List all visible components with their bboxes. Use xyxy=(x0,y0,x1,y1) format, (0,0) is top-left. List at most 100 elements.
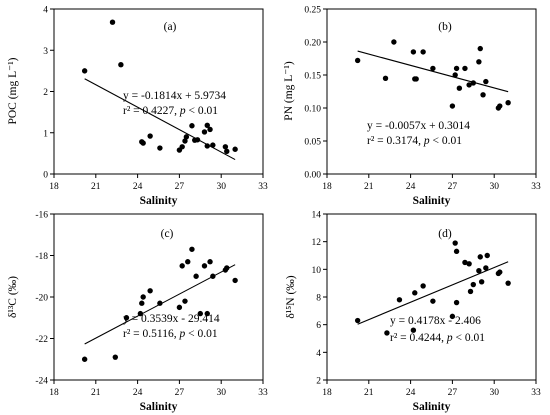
y-tick-label: 0.25 xyxy=(304,6,321,16)
x-axis-label: Salinity xyxy=(140,401,178,413)
data-point xyxy=(476,268,482,274)
data-point xyxy=(193,273,199,279)
x-tick-label: 21 xyxy=(364,182,374,192)
x-tick-label: 18 xyxy=(322,388,332,398)
data-point xyxy=(477,45,483,52)
x-tick-label: 33 xyxy=(258,388,268,398)
data-point xyxy=(466,261,472,267)
data-point xyxy=(410,327,417,333)
data-point xyxy=(456,85,463,91)
x-axis-label: Salinity xyxy=(140,195,178,207)
data-point xyxy=(109,19,116,25)
y-tick-label: 0.00 xyxy=(304,171,321,181)
data-point xyxy=(505,100,511,106)
data-point xyxy=(197,310,203,317)
data-point xyxy=(157,145,163,151)
regression-equation: y = 0.4178x - 2.406 xyxy=(390,315,481,327)
x-tick-label: 18 xyxy=(322,182,332,192)
x-tick-label: 27 xyxy=(175,388,185,398)
panel-c: 18 21 24 27 30 33 -24 -22 -20 -18 -16 Salinity δ¹³C … xyxy=(7,211,268,414)
x-tick-label: 30 xyxy=(216,182,226,192)
r-squared-annotation: r² = 0.4244, p < 0.01 xyxy=(390,332,485,344)
x-tick-label: 24 xyxy=(133,388,143,398)
data-point xyxy=(140,140,146,146)
data-point xyxy=(476,59,482,65)
data-point xyxy=(210,273,216,279)
data-point xyxy=(452,240,458,246)
data-point xyxy=(477,254,483,260)
y-tick-label: 0.20 xyxy=(304,39,321,49)
panel-label: (c) xyxy=(161,228,174,240)
panel-b: 18 21 24 27 30 33 0.00 0.05 0.10 0.15 0.20 0.25 Sali… xyxy=(283,6,541,208)
data-point xyxy=(354,317,361,324)
data-point xyxy=(224,265,230,271)
r-squared-annotation: r² = 0.4227, p < 0.01 xyxy=(123,105,218,117)
x-tick-label: 18 xyxy=(49,182,59,192)
plot-frame xyxy=(326,213,537,381)
data-point xyxy=(410,49,417,55)
data-point xyxy=(420,283,426,289)
x-tick-label: 30 xyxy=(489,182,499,192)
y-tick-label: 1 xyxy=(43,129,48,139)
y-axis-label: δ¹⁵N (‰) xyxy=(285,275,297,318)
data-point xyxy=(222,144,229,150)
y-tick-label: 6 xyxy=(316,321,321,331)
data-point xyxy=(140,294,146,300)
data-point xyxy=(210,142,216,148)
regression-line xyxy=(84,78,236,161)
y-tick-label: 2 xyxy=(316,377,321,387)
data-point xyxy=(147,133,153,139)
data-point xyxy=(453,248,460,255)
x-axis-label: Salinity xyxy=(413,401,451,413)
regression-equation: y = 0.3539x - 29.414 xyxy=(123,313,220,325)
data-point xyxy=(139,300,145,306)
data-point xyxy=(391,39,397,45)
data-point xyxy=(452,72,458,78)
plot-frame xyxy=(326,8,537,175)
data-point xyxy=(497,269,503,275)
y-tick-label: -24 xyxy=(35,377,48,387)
y-axis-label: POC (mg L⁻¹) xyxy=(7,57,19,124)
data-point xyxy=(449,313,456,320)
plot-frame xyxy=(53,213,264,381)
y-tick-label: 0.15 xyxy=(304,72,321,82)
data-point xyxy=(466,82,472,88)
x-tick-label: 24 xyxy=(406,182,416,192)
data-point xyxy=(483,265,489,271)
data-point xyxy=(194,137,201,143)
regression-equation: y = -0.0057x + 0.3014 xyxy=(367,120,470,132)
data-point xyxy=(467,288,474,295)
data-point xyxy=(207,259,213,265)
data-point xyxy=(396,297,403,303)
y-tick-label: -18 xyxy=(35,252,48,262)
data-point xyxy=(201,129,208,135)
panel-a: 18 21 24 27 30 33 0 1 2 3 4 Salinity POC (mg L⁻¹) (a)… xyxy=(7,6,268,208)
data-point xyxy=(176,304,183,311)
data-point xyxy=(157,300,163,306)
y-tick-label: 4 xyxy=(316,349,321,359)
y-tick-label: -16 xyxy=(35,211,48,221)
data-point xyxy=(354,57,361,64)
y-tick-label: 3 xyxy=(43,47,48,57)
data-point xyxy=(179,263,185,269)
regression-line xyxy=(357,261,509,325)
x-tick-label: 27 xyxy=(448,182,458,192)
data-point xyxy=(462,259,468,266)
data-point xyxy=(224,148,230,155)
x-tick-label: 27 xyxy=(175,182,185,192)
x-tick-label: 21 xyxy=(91,388,101,398)
x-tick-label: 24 xyxy=(133,182,143,192)
data-point xyxy=(382,75,389,82)
r-squared-annotation: r² = 0.3174, p < 0.01 xyxy=(367,135,462,147)
data-point xyxy=(182,298,188,304)
data-point xyxy=(430,298,436,304)
y-tick-label: -20 xyxy=(35,294,48,304)
y-tick-label: 10 xyxy=(312,266,322,276)
x-tick-label: 33 xyxy=(531,388,541,398)
y-tick-label: 0.10 xyxy=(304,105,321,115)
data-point xyxy=(112,354,119,360)
x-tick-label: 21 xyxy=(364,388,374,398)
x-tick-label: 30 xyxy=(489,388,499,398)
